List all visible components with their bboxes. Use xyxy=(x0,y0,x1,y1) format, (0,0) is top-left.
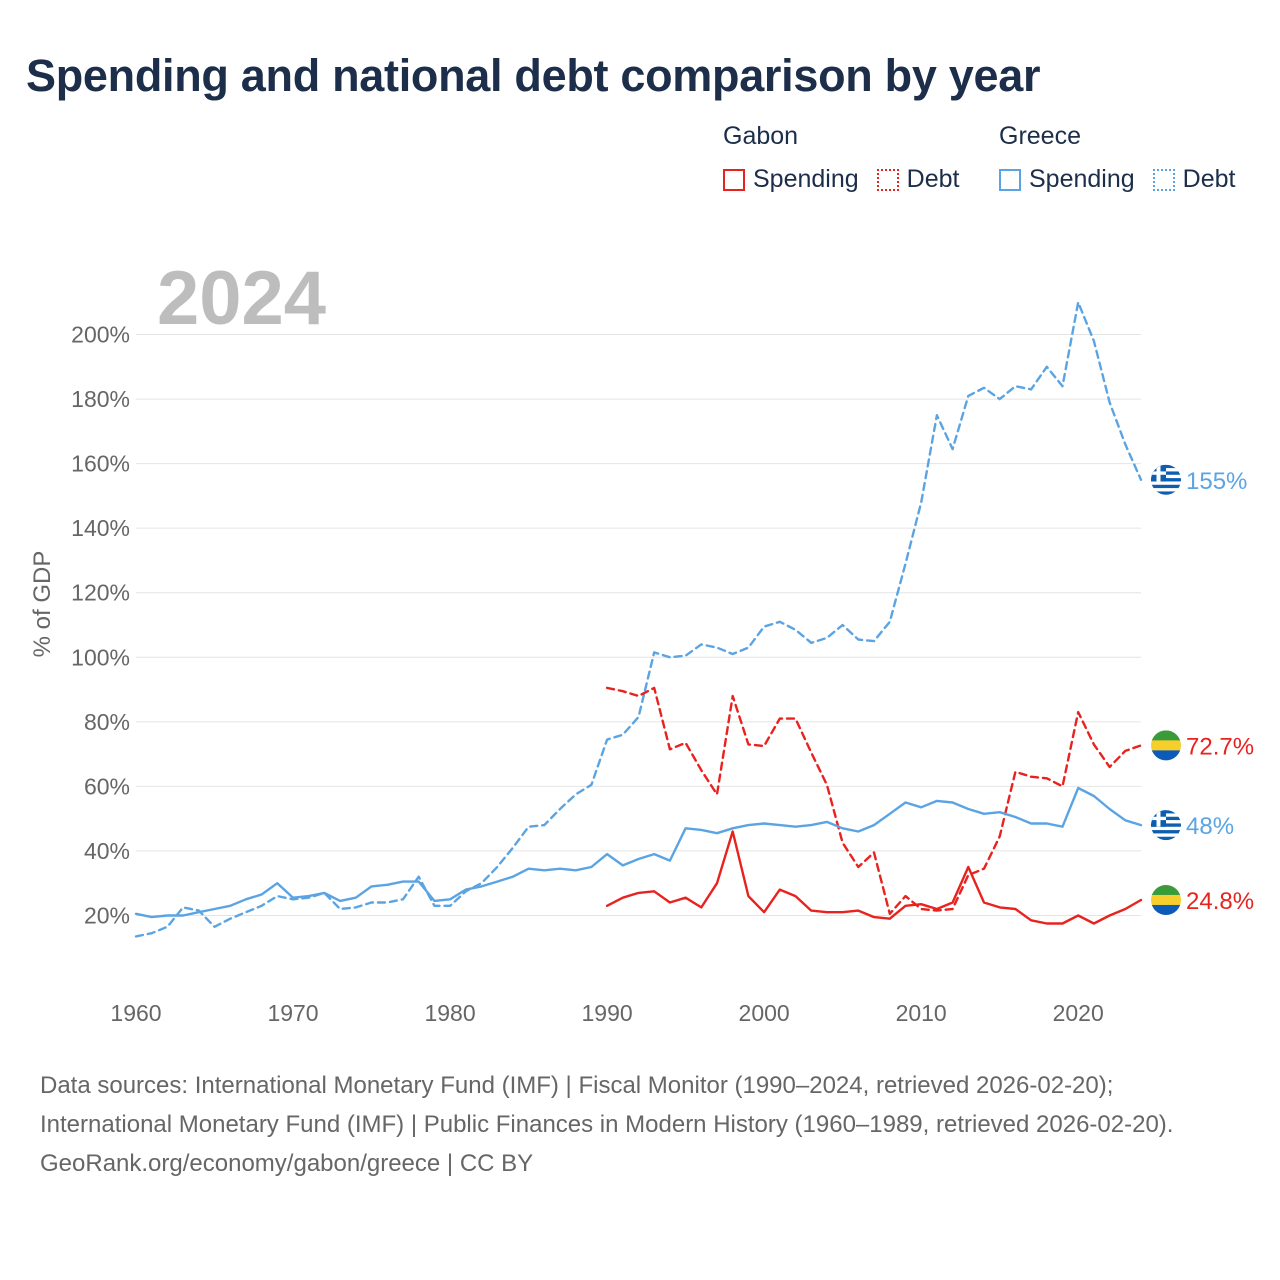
y-tick-label: 200% xyxy=(71,322,130,348)
legend-item-label: Debt xyxy=(1182,165,1236,193)
grid-lines xyxy=(136,334,1141,916)
gabon-flag-icon xyxy=(1151,884,1181,915)
legend-item-label: Debt xyxy=(906,165,960,193)
line-chart: 20% 40% 60% 80% 100% 120% 140% 160% 180% 200% 196… xyxy=(29,256,1254,1026)
year-overlay: 2024 xyxy=(157,256,326,341)
legend-item-gabon-spending[interactable]: Spending xyxy=(723,165,859,194)
y-axis-label: % of GDP xyxy=(29,551,56,658)
y-axis-ticks: 20% 40% 60% 80% 100% 120% 140% 160% 180% 200% xyxy=(71,322,130,929)
end-labels: 155% 72.7% 48% 24.8% xyxy=(1151,464,1254,915)
gabon-spending-line xyxy=(605,830,1143,925)
y-tick-label: 20% xyxy=(84,902,130,928)
solid-swatch-icon xyxy=(723,168,745,191)
greece-flag-icon xyxy=(1151,810,1181,841)
y-tick-label: 80% xyxy=(84,709,130,735)
credit-link[interactable]: GeoRank.org/economy/gabon/greece | CC BY xyxy=(40,1150,534,1177)
y-tick-label: 160% xyxy=(71,451,130,477)
y-tick-label: 120% xyxy=(71,580,130,606)
y-tick-label: 100% xyxy=(71,644,130,670)
greece-spending-line xyxy=(134,786,1143,919)
gabon-flag-icon xyxy=(1151,730,1181,761)
legend-group-title: Gabon xyxy=(723,122,799,150)
page-title: Spending and national debt comparison by… xyxy=(26,50,1041,101)
y-tick-label: 40% xyxy=(84,838,130,864)
series-lines xyxy=(134,301,1143,938)
solid-swatch-icon xyxy=(999,168,1021,191)
y-tick-label: 180% xyxy=(71,386,130,412)
legend-group-title: Greece xyxy=(999,122,1081,150)
y-tick-label: 140% xyxy=(71,515,130,541)
legend-item-label: Spending xyxy=(1029,165,1135,193)
legend-item-greece-spending[interactable]: Spending xyxy=(999,165,1135,194)
greece-flag-icon xyxy=(1151,464,1181,495)
x-tick-label: 2010 xyxy=(896,1000,947,1026)
footer: Data sources: International Monetary Fun… xyxy=(40,1066,1240,1183)
x-tick-label: 1980 xyxy=(424,1000,475,1026)
x-tick-label: 2020 xyxy=(1053,1000,1104,1026)
gabon-debt-line xyxy=(605,686,1143,915)
dotted-swatch-icon xyxy=(876,168,899,191)
legend-item-greece-debt[interactable]: Debt xyxy=(1152,165,1236,194)
data-sources: Data sources: International Monetary Fun… xyxy=(40,1072,1174,1138)
x-tick-label: 1960 xyxy=(110,1000,161,1026)
greece-debt-end-label: 155% xyxy=(1186,468,1247,495)
x-axis-ticks: 1960 1970 1980 1990 2000 2010 2020 xyxy=(110,1000,1103,1026)
x-tick-label: 1990 xyxy=(582,1000,633,1026)
dotted-swatch-icon xyxy=(1152,168,1175,191)
greece-spending-end-label: 48% xyxy=(1186,813,1234,840)
x-tick-label: 2000 xyxy=(739,1000,790,1026)
greece-debt-line xyxy=(134,301,1143,938)
legend-group-gabon: Gabon Spending Debt xyxy=(723,122,959,194)
gabon-spending-end-label: 24.8% xyxy=(1186,888,1254,915)
legend-item-gabon-debt[interactable]: Debt xyxy=(876,165,960,194)
y-tick-label: 60% xyxy=(84,773,130,799)
legend-group-greece: Greece Spending Debt xyxy=(999,122,1235,194)
gabon-debt-end-label: 72.7% xyxy=(1186,733,1254,760)
x-tick-label: 1970 xyxy=(267,1000,318,1026)
legend-item-label: Spending xyxy=(753,165,859,193)
